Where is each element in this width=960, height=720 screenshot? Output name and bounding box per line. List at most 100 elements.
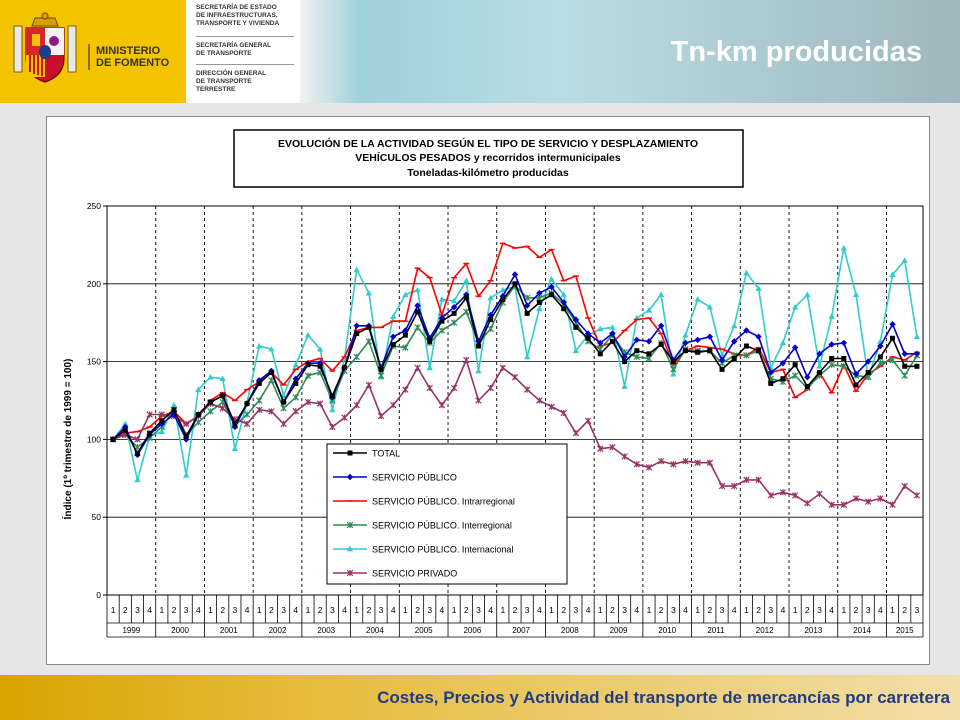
data-point	[365, 289, 373, 296]
data-point	[877, 342, 884, 350]
data-point	[536, 299, 542, 305]
data-point	[889, 271, 896, 277]
data-point	[475, 367, 482, 374]
data-point	[914, 363, 920, 369]
data-point	[683, 348, 689, 354]
quarter-tick-label: 2	[172, 605, 177, 615]
data-point	[816, 369, 822, 375]
data-point	[548, 275, 555, 282]
data-point	[609, 324, 616, 330]
data-point	[292, 361, 299, 368]
chart-panel: EVOLUCIÓN DE LA ACTIVIDAD SEGÚN EL TIPO …	[46, 116, 930, 665]
data-point	[146, 411, 153, 418]
quarter-tick-label: 3	[476, 605, 481, 615]
data-point	[901, 350, 908, 358]
data-point	[243, 411, 251, 418]
data-point	[414, 364, 421, 372]
header: MINISTERIO DE FOMENTO SECRETARÍA DE ESTA…	[0, 0, 960, 103]
data-point	[195, 412, 201, 418]
data-point	[402, 332, 408, 338]
data-point	[816, 490, 823, 498]
data-point	[889, 321, 896, 328]
year-tick-label: 2014	[853, 626, 871, 635]
data-point	[329, 406, 336, 413]
quarter-tick-label: 1	[695, 605, 700, 615]
data-point	[488, 317, 494, 323]
data-point	[841, 355, 847, 361]
data-point	[390, 313, 397, 319]
data-point	[877, 359, 884, 367]
data-point	[487, 384, 494, 392]
series-servicio-privado	[109, 356, 921, 508]
data-point	[682, 331, 689, 338]
y-tick-label: 50	[92, 512, 102, 522]
data-point	[256, 342, 263, 349]
data-point	[670, 359, 676, 365]
y-axis-label: Índice (1º trimestre de 1999 = 100)	[61, 359, 74, 520]
data-point	[901, 372, 908, 379]
data-point	[159, 418, 165, 424]
data-point	[682, 457, 689, 465]
data-point	[573, 324, 579, 330]
data-point	[499, 286, 507, 293]
data-point	[816, 350, 823, 358]
quarter-tick-label: 2	[854, 605, 859, 615]
ministry-line-2: DE FOMENTO	[96, 57, 170, 69]
data-point	[182, 471, 190, 478]
footer: Costes, Precios y Actividad del transpor…	[0, 675, 960, 720]
year-tick-label: 2012	[756, 626, 774, 635]
quarter-tick-label: 2	[707, 605, 712, 615]
data-point	[730, 482, 738, 490]
data-point	[864, 498, 872, 505]
data-point	[438, 401, 446, 409]
data-point	[768, 380, 774, 386]
data-point	[195, 419, 202, 426]
data-point	[560, 291, 567, 298]
data-point	[792, 362, 798, 368]
org-1-line-3: TRANSPORTE Y VIVIENDA	[196, 20, 280, 27]
data-point	[584, 417, 592, 424]
data-point	[147, 430, 153, 436]
quarter-tick-label: 4	[342, 605, 347, 615]
data-point	[852, 495, 860, 502]
quarter-tick-label: 3	[574, 605, 579, 615]
series-total	[110, 281, 920, 456]
year-tick-label: 2013	[804, 626, 822, 635]
data-point	[633, 336, 640, 344]
data-point	[804, 373, 811, 381]
data-point	[158, 411, 166, 418]
org-2-line-1: SECRETARÍA GENERAL	[196, 42, 272, 49]
data-point	[791, 492, 799, 499]
data-point	[450, 297, 458, 304]
data-point	[743, 269, 750, 276]
quarter-tick-label: 3	[622, 605, 627, 615]
data-point	[231, 445, 239, 452]
data-point	[523, 386, 531, 393]
line-chart: EVOLUCIÓN DE LA ACTIVIDAD SEGÚN EL TIPO …	[61, 129, 924, 638]
data-point	[572, 347, 580, 354]
data-point	[523, 353, 531, 360]
data-point	[816, 363, 823, 369]
quarter-tick-label: 2	[318, 605, 323, 615]
data-point	[597, 351, 603, 357]
year-tick-label: 2001	[220, 626, 238, 635]
quarter-tick-label: 2	[513, 605, 518, 615]
legend-swatch-marker	[346, 569, 354, 577]
data-point	[743, 476, 750, 484]
quarter-tick-label: 1	[257, 605, 262, 615]
quarter-tick-label: 3	[379, 605, 384, 615]
data-point	[304, 398, 312, 406]
data-point	[292, 394, 300, 401]
data-point	[633, 353, 641, 361]
y-tick-label: 250	[87, 201, 101, 211]
data-point	[475, 343, 481, 349]
data-point	[791, 344, 799, 351]
legend-label: SERVICIO PRIVADO	[372, 569, 457, 579]
org-1: SECRETARÍA DE ESTADO DE INFRAESTRUCTURAS…	[196, 4, 296, 28]
data-point	[670, 366, 677, 373]
data-point	[889, 356, 896, 364]
legend-swatch-marker	[346, 521, 354, 529]
data-point	[365, 338, 373, 345]
data-point	[840, 339, 848, 347]
year-tick-label: 2007	[512, 626, 530, 635]
